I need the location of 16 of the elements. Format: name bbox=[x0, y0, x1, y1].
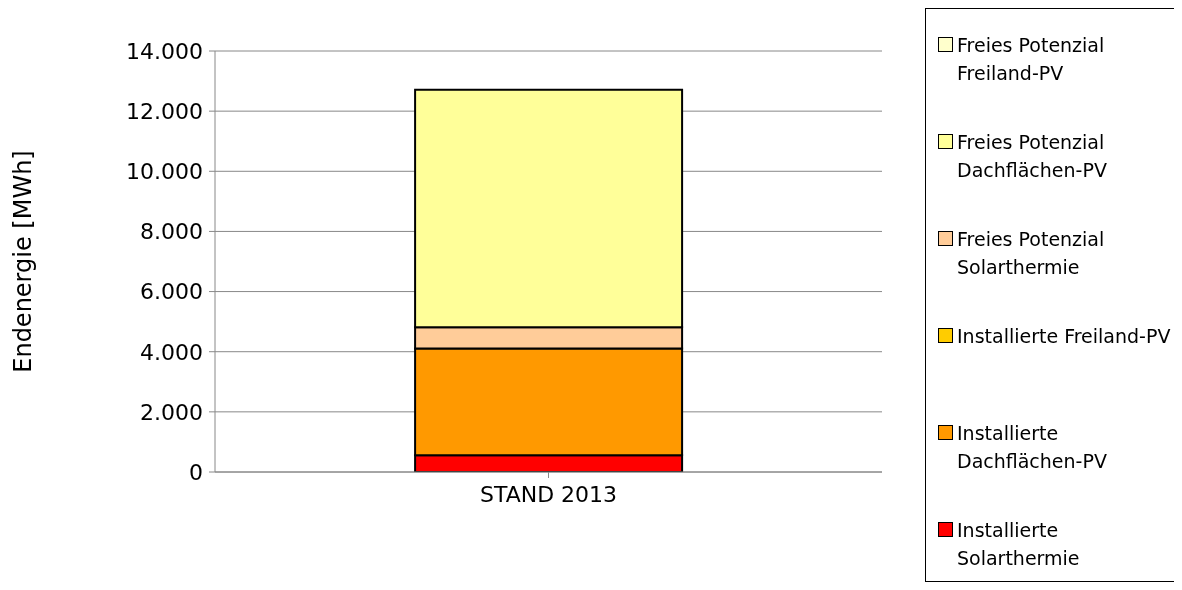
y-tick-label: 0 bbox=[189, 459, 203, 485]
y-tick-label: 6.000 bbox=[140, 279, 203, 305]
legend-label: Freies Potenzial Freiland-PV bbox=[957, 33, 1106, 86]
x-tick-label: STAND 2013 bbox=[479, 481, 618, 507]
legend-label: Freies Potenzial Dachflächen-PV bbox=[957, 130, 1108, 183]
legend-label: Installierte Solarthermie bbox=[957, 518, 1081, 571]
y-tick-label: 4.000 bbox=[140, 339, 203, 365]
y-tick-label: 12.000 bbox=[126, 98, 203, 124]
legend-label: Installierte Freiland-PV bbox=[957, 324, 1172, 349]
y-tick-label: 10.000 bbox=[126, 159, 203, 185]
y-axis-title: Endenergie [MWh] bbox=[8, 150, 37, 373]
y-tick-label: 14.000 bbox=[126, 38, 203, 64]
legend-label: Installierte Dachflächen-PV bbox=[957, 421, 1108, 474]
y-tick-label: 8.000 bbox=[140, 219, 203, 245]
y-tick-label: 2.000 bbox=[140, 399, 203, 425]
legend-label: Freies Potenzial Solarthermie bbox=[957, 227, 1106, 280]
